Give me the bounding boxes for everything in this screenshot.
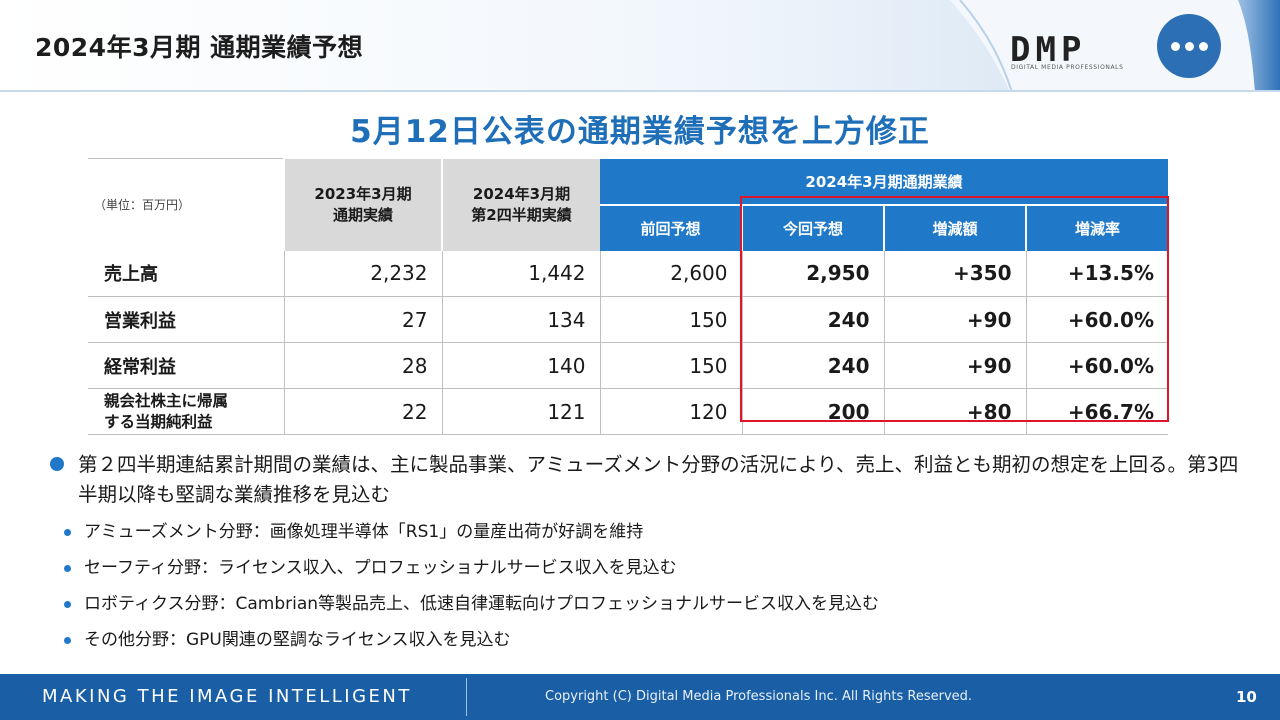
sub-bullet-text: ロボティクス分野：Cambrian等製品売上、低速自律運転向けプロフェッショナル… [84, 594, 880, 614]
page-number: 10 [1236, 688, 1257, 706]
main-bullet-text: 第２四半期連結累計期間の業績は、主に製品事業、アミューズメント分野の活況により、… [78, 453, 1239, 506]
table-cell: 140 [441, 342, 600, 389]
table-row: 親会社株主に帰属 する当期純利益 22 121 120 200 +80 +66.… [88, 388, 1168, 435]
table-cell: +60.0% [1025, 342, 1168, 389]
table-cell: 28 [283, 342, 442, 389]
logo-dot-icon [1185, 42, 1194, 51]
table-subheader-row: 前回予想 今回予想 増減額 増減率 [88, 204, 1168, 251]
row-label-operating-profit: 営業利益 [88, 296, 284, 343]
table-cell: 22 [283, 388, 442, 435]
table-cell: 200 [741, 388, 884, 435]
company-logo-circle-icon [1157, 14, 1221, 78]
row-label-net-income: 親会社株主に帰属 する当期純利益 [88, 388, 284, 435]
table-cell: +66.7% [1025, 388, 1168, 435]
table-cell: +90 [883, 342, 1026, 389]
footer-divider [466, 678, 467, 716]
col-header-previous-forecast: 前回予想 [600, 204, 742, 251]
table-cell: 2,950 [741, 250, 884, 297]
list-item: その他分野：GPU関連の堅調なライセンス収入を見込む [62, 628, 879, 664]
forecast-table: （単位：百万円） 2023年3月期 通期実績 2024年3月期 第2四半期実績 … [88, 158, 1168, 435]
table-row: 売上高 2,232 1,442 2,600 2,950 +350 +13.5% [88, 250, 1168, 297]
col-header-h1-2024: 2024年3月期 第2四半期実績 [441, 158, 600, 251]
table-cell: 121 [441, 388, 600, 435]
col-header-current-forecast: 今回予想 [741, 204, 884, 251]
sub-bullet-text: その他分野：GPU関連の堅調なライセンス収入を見込む [84, 630, 511, 650]
bullet-dot-icon [50, 457, 64, 471]
sub-bullet-text: セーフティ分野：ライセンス収入、プロフェッショナルサービス収入を見込む [84, 558, 677, 578]
table-header-row: （単位：百万円） 2023年3月期 通期実績 2024年3月期 第2四半期実績 … [88, 158, 1168, 251]
table-cell: 150 [599, 342, 742, 389]
table-cell: +90 [883, 296, 1026, 343]
table-cell: +80 [883, 388, 1026, 435]
sub-bullet-list: アミューズメント分野：画像処理半導体「RS1」の量産出荷が好調を維持 セーフティ… [62, 520, 879, 664]
table-cell: +350 [883, 250, 1026, 297]
table-cell: 27 [283, 296, 442, 343]
bullet-dot-icon [64, 565, 71, 572]
logo-dot-icon [1171, 42, 1180, 51]
table-cell: 150 [599, 296, 742, 343]
col-header-change-rate: 増減率 [1025, 204, 1168, 251]
main-bullet: 第２四半期連結累計期間の業績は、主に製品事業、アミューズメント分野の活況により、… [50, 450, 1240, 510]
slide-header: 2024年3月期 通期業績予想 DMP DIGITAL MEDIA PROFES… [0, 0, 1280, 92]
table-cell: 240 [741, 296, 884, 343]
bullet-dot-icon [64, 637, 71, 644]
unit-label: （単位：百万円） [88, 158, 284, 251]
col-header-change-amount: 増減額 [883, 204, 1026, 251]
table-cell: +13.5% [1025, 250, 1168, 297]
col-group-header: 2024年3月期通期業績 [600, 158, 1168, 206]
row-label-sales: 売上高 [88, 250, 284, 297]
footer-tagline: MAKING THE IMAGE INTELLIGENT [42, 686, 412, 707]
table-row: 営業利益 27 134 150 240 +90 +60.0% [88, 296, 1168, 343]
company-logo-subtitle: DIGITAL MEDIA PROFESSIONALS [1011, 64, 1124, 71]
slide-footer: MAKING THE IMAGE INTELLIGENT Copyright (… [0, 674, 1280, 720]
table-cell: 240 [741, 342, 884, 389]
slide-title: 2024年3月期 通期業績予想 [35, 33, 364, 62]
headline: 5月12日公表の通期業績予想を上方修正 [350, 114, 930, 150]
list-item: ロボティクス分野：Cambrian等製品売上、低速自律運転向けプロフェッショナル… [62, 592, 879, 628]
logo-dot-icon [1199, 42, 1208, 51]
table-cell: 120 [599, 388, 742, 435]
table-cell: 134 [441, 296, 600, 343]
bullet-dot-icon [64, 529, 71, 536]
sub-bullet-text: アミューズメント分野：画像処理半導体「RS1」の量産出荷が好調を維持 [84, 522, 644, 542]
table-cell: +60.0% [1025, 296, 1168, 343]
table-cell: 2,232 [283, 250, 442, 297]
col-header-fy2023: 2023年3月期 通期実績 [283, 158, 442, 251]
table-cell: 1,442 [441, 250, 600, 297]
bullet-dot-icon [64, 601, 71, 608]
footer-copyright: Copyright (C) Digital Media Professional… [545, 689, 973, 704]
list-item: アミューズメント分野：画像処理半導体「RS1」の量産出荷が好調を維持 [62, 520, 879, 556]
company-logo-wordmark: DMP [1010, 30, 1087, 70]
table-row: 経常利益 28 140 150 240 +90 +60.0% [88, 342, 1168, 389]
table-cell: 2,600 [599, 250, 742, 297]
list-item: セーフティ分野：ライセンス収入、プロフェッショナルサービス収入を見込む [62, 556, 879, 592]
row-label-ordinary-profit: 経常利益 [88, 342, 284, 389]
